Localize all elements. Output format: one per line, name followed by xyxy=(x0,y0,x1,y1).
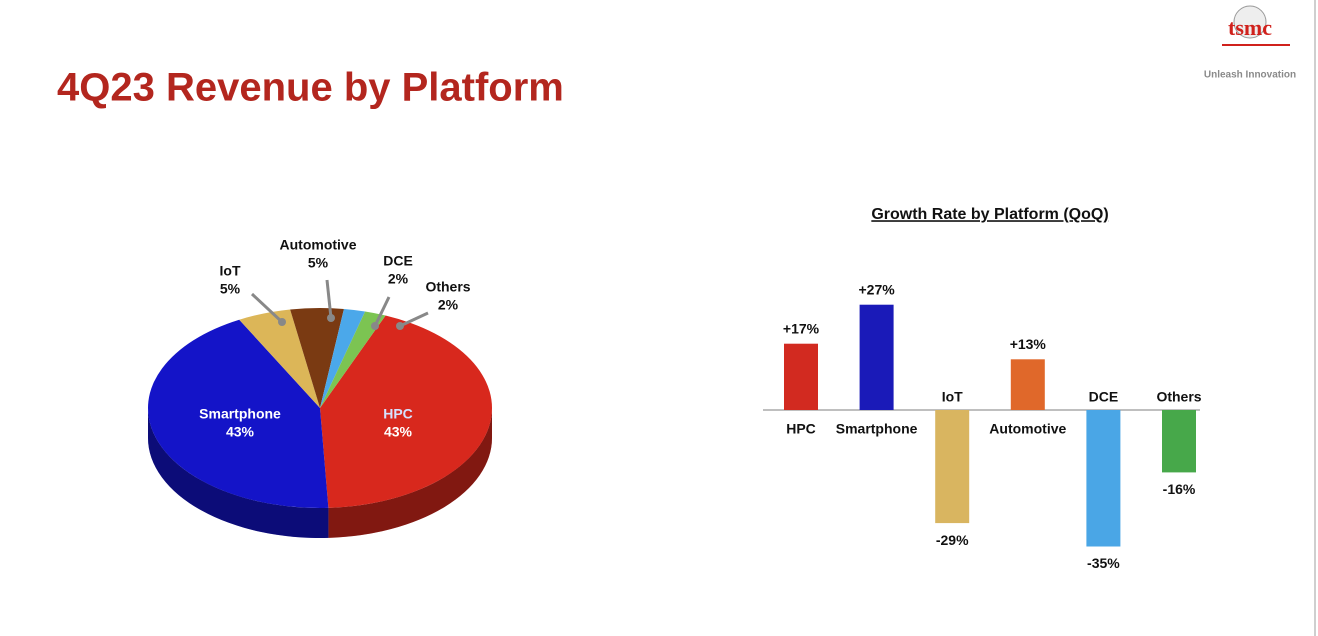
pie-slice xyxy=(320,315,492,508)
bar xyxy=(859,304,894,410)
leader-line xyxy=(373,296,391,327)
slide-title: 4Q23 Revenue by Platform xyxy=(57,66,564,110)
pie-slice xyxy=(320,311,386,408)
pie-value-label: 5% xyxy=(308,255,329,271)
pie-value-label: 43% xyxy=(384,424,413,440)
bar-value-label: -29% xyxy=(936,532,969,548)
leader-line xyxy=(250,292,284,324)
logo: tsmc Unleash Innovation xyxy=(1204,5,1296,81)
pie-category-label: DCE xyxy=(383,253,413,269)
bar-value-label: +17% xyxy=(783,320,820,336)
pie-category-label: Smartphone xyxy=(199,406,281,422)
bar-value-label: +13% xyxy=(1010,336,1047,352)
pie-value-label: 43% xyxy=(226,424,255,440)
pie-category-label: Others xyxy=(425,279,470,295)
pie-value-label: 2% xyxy=(438,297,459,313)
bar-value-label: -16% xyxy=(1163,481,1196,497)
leader-line xyxy=(399,311,429,328)
bar-value-label: +27% xyxy=(858,281,895,297)
pie-slice xyxy=(147,319,329,509)
logo-icon xyxy=(1233,5,1267,39)
leader-dot xyxy=(327,314,335,322)
bar xyxy=(935,410,970,524)
bar xyxy=(784,343,818,410)
pie-category-label: HPC xyxy=(383,406,413,422)
pie-side-shade xyxy=(328,408,492,538)
bar-category-label: Automotive xyxy=(989,421,1066,437)
pie-slice xyxy=(290,308,344,408)
pie-side xyxy=(328,408,492,538)
bar-category-label: Smartphone xyxy=(836,421,918,437)
pie-slice xyxy=(320,308,366,408)
bar xyxy=(1162,410,1196,473)
bar xyxy=(1086,410,1121,547)
leader-line xyxy=(325,279,333,319)
bar-category-label: HPC xyxy=(786,421,816,437)
bar-chart-title: Growth Rate by Platform (QoQ) xyxy=(871,206,1108,223)
logo-tagline: Unleash Innovation xyxy=(1204,70,1296,81)
pie-value-label: 2% xyxy=(388,271,409,287)
bar-category-label: Others xyxy=(1156,389,1201,405)
bar-value-label: -35% xyxy=(1087,555,1120,571)
leader-dot xyxy=(278,318,286,326)
logo-text: tsmc xyxy=(1228,15,1272,40)
bar-category-label: IoT xyxy=(942,389,963,405)
pie-side-shade xyxy=(148,408,329,538)
bar-category-label: DCE xyxy=(1089,389,1119,405)
leader-dot xyxy=(371,322,379,330)
pie-side xyxy=(148,408,329,538)
pie-slice xyxy=(239,309,320,408)
pie-category-label: IoT xyxy=(220,263,241,279)
pie-value-label: 5% xyxy=(220,281,241,297)
pie-category-label: Automotive xyxy=(280,237,357,253)
bar xyxy=(1010,359,1045,410)
leader-dot xyxy=(396,322,404,330)
